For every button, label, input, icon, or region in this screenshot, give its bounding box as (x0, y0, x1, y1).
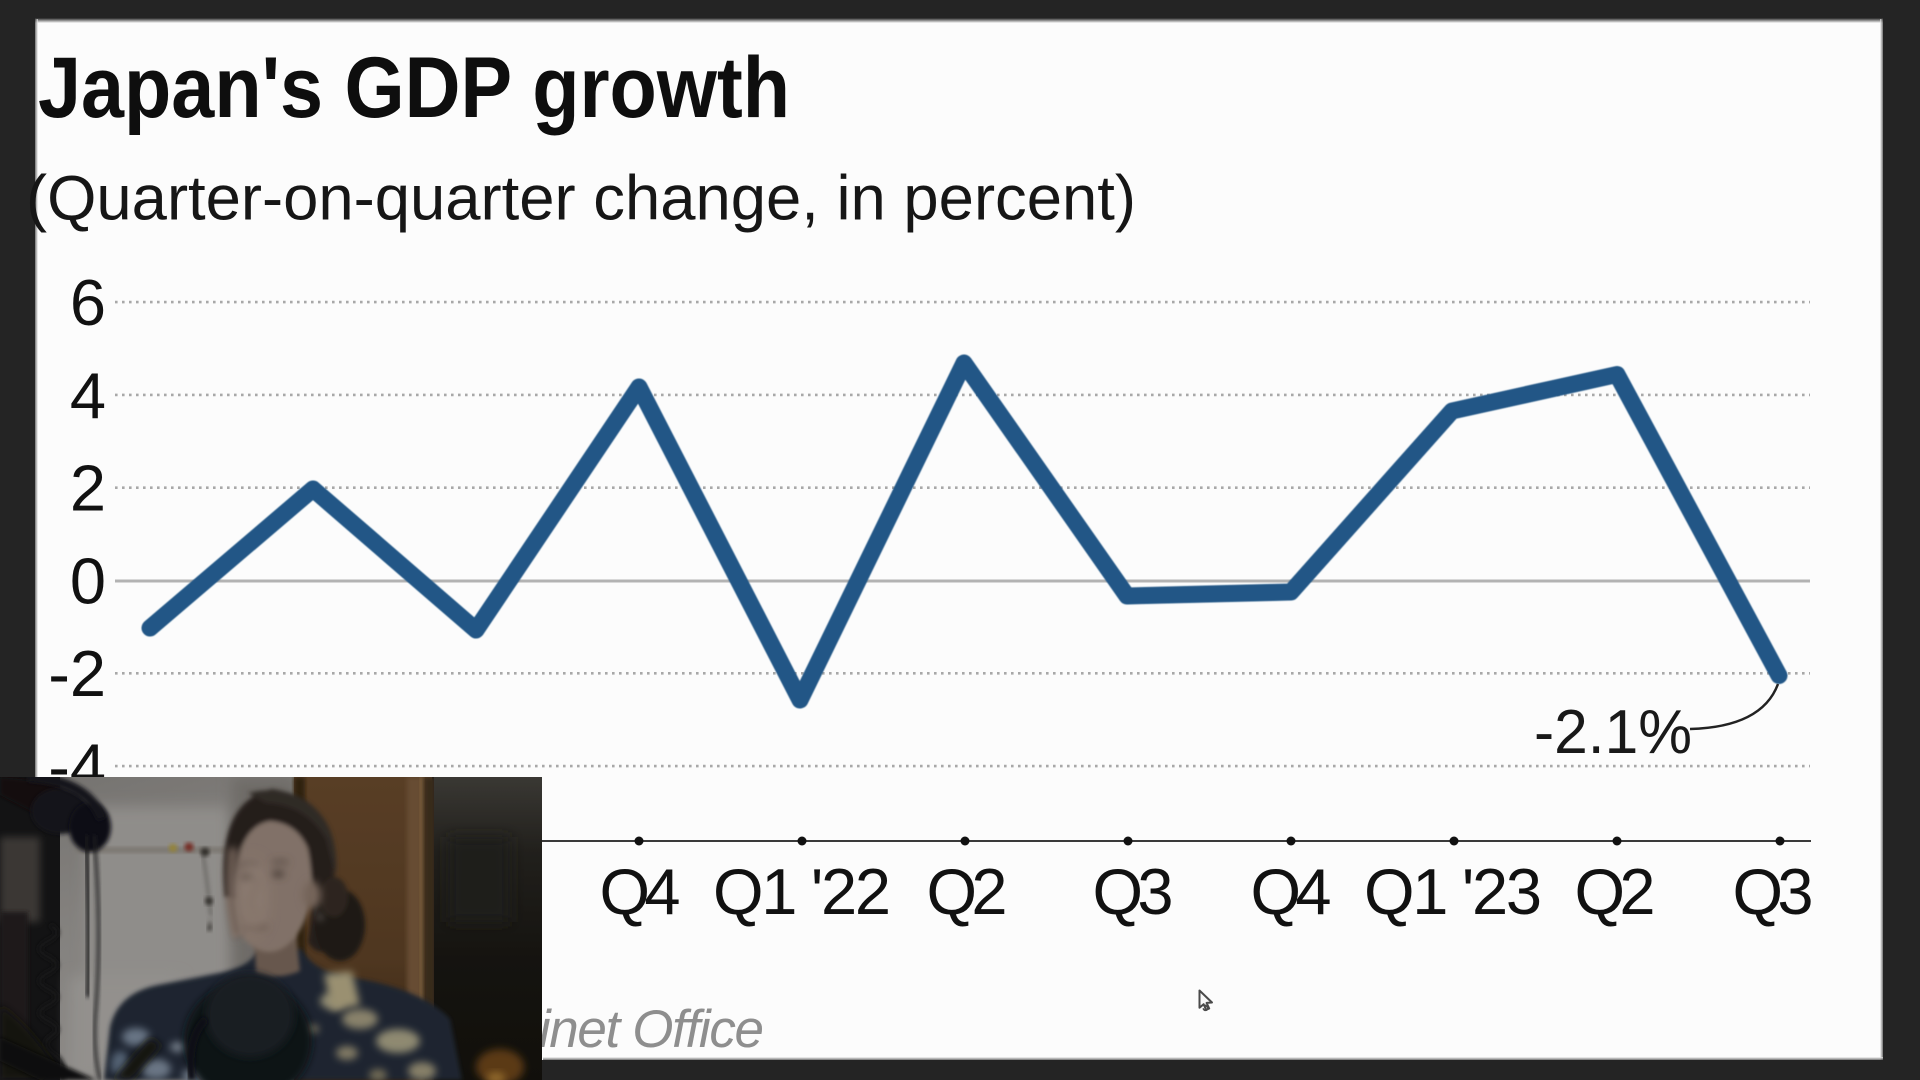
svg-text:4: 4 (70, 359, 106, 432)
svg-text:Q3: Q3 (1733, 855, 1814, 928)
svg-text:Q1 '22: Q1 '22 (713, 855, 891, 928)
svg-text:Japan's GDP growth: Japan's GDP growth (38, 40, 790, 136)
svg-text:Q1 '23: Q1 '23 (1364, 855, 1542, 928)
svg-text:(Quarter-on-quarter change, in: (Quarter-on-quarter change, in percent) (26, 164, 1136, 234)
svg-text:Q4: Q4 (1251, 855, 1332, 928)
svg-text:Q2: Q2 (927, 855, 1008, 928)
svg-text:2: 2 (70, 452, 106, 525)
svg-text:-2.1%: -2.1% (1534, 698, 1692, 767)
svg-text:-2: -2 (48, 637, 106, 710)
svg-text:Q3: Q3 (1093, 855, 1174, 928)
svg-text:0: 0 (70, 544, 106, 617)
svg-text:Q2: Q2 (1575, 855, 1656, 928)
svg-text:6: 6 (70, 266, 106, 339)
svg-text:Q4: Q4 (600, 855, 681, 928)
